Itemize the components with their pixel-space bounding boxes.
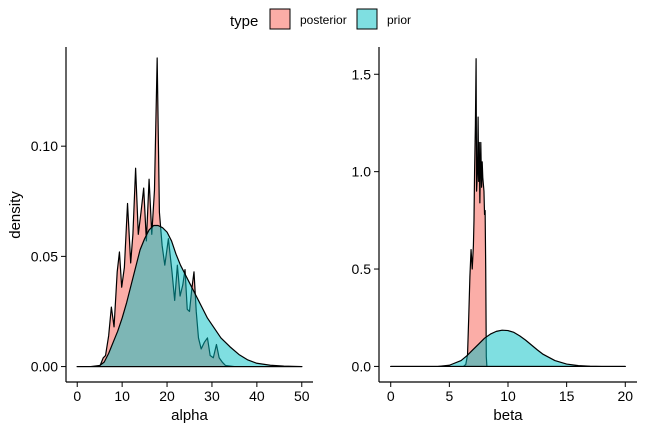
x-tick-label-beta: 10 [500,388,516,404]
density-area-beta-posterior [390,58,626,368]
x-axis-title-alpha: alpha [171,407,208,424]
x-tick-label-beta: 15 [559,388,575,404]
legend-title: type [230,13,258,30]
legend-label-posterior: posterior [300,13,347,27]
y-tick-label-alpha: 0.10 [31,138,58,154]
density-area-beta-prior [390,329,626,368]
x-tick-label-alpha: 40 [249,388,265,404]
y-tick-label-beta: 1.0 [352,164,372,180]
x-tick-label-alpha: 30 [204,388,220,404]
y-tick-label-beta: 0.5 [352,261,372,277]
y-tick-label-beta: 1.5 [352,66,372,82]
legend: type posterior prior [230,8,411,30]
y-tick-label-beta: 0.0 [352,358,372,374]
legend-label-prior: prior [387,13,411,27]
y-axis-title: density [7,191,24,239]
y-tick-label-alpha: 0.05 [31,248,58,264]
panel-beta: 0 5 10 15 20 0.0 0.5 1.0 1.5 beta [352,47,637,424]
x-tick-label-alpha: 50 [294,388,310,404]
legend-key-posterior [269,8,291,30]
x-axis-title-beta: beta [493,407,523,424]
y-tick-label-alpha: 0.00 [31,359,58,375]
x-tick-label-beta: 20 [617,388,633,404]
x-tick-label-alpha: 0 [73,388,81,404]
density-area-alpha-prior [76,224,303,368]
panel-alpha: 0 10 20 30 40 50 0.00 0.05 0.10 alpha [31,47,313,424]
x-tick-label-alpha: 10 [114,388,130,404]
x-tick-label-beta: 0 [387,388,395,404]
x-tick-label-alpha: 20 [159,388,175,404]
x-tick-label-beta: 5 [445,388,453,404]
legend-key-prior [356,8,378,30]
